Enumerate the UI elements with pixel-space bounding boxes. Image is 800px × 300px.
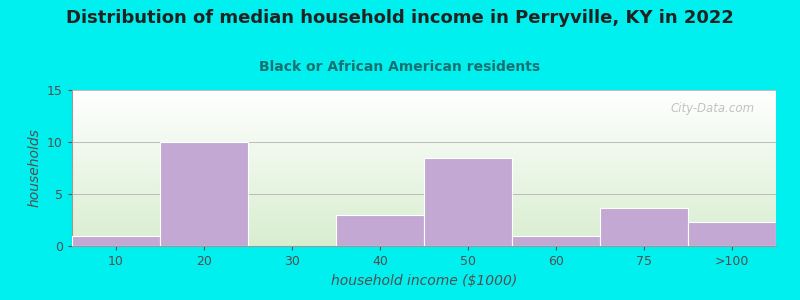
Bar: [424, 158, 512, 246]
Text: City-Data.com: City-Data.com: [670, 103, 755, 116]
X-axis label: household income ($1000): household income ($1000): [331, 274, 517, 288]
Y-axis label: households: households: [27, 129, 42, 207]
Text: Distribution of median household income in Perryville, KY in 2022: Distribution of median household income …: [66, 9, 734, 27]
Bar: [160, 142, 248, 246]
Bar: [72, 236, 160, 246]
Bar: [688, 222, 776, 246]
Bar: [600, 208, 688, 246]
Bar: [336, 215, 424, 246]
Bar: [512, 236, 600, 246]
Text: Black or African American residents: Black or African American residents: [259, 60, 541, 74]
